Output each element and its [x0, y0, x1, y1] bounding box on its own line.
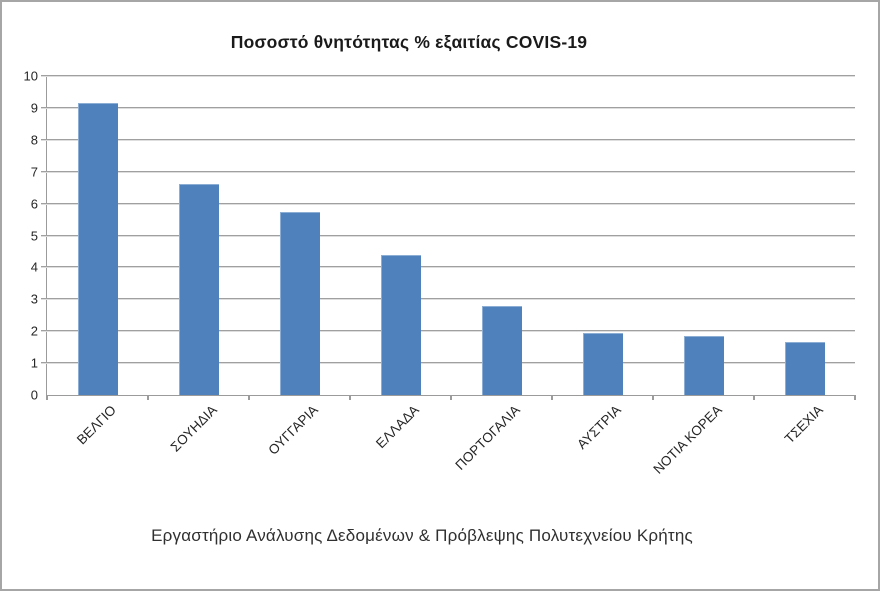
bar-slot	[754, 76, 855, 395]
x-axis-tick	[450, 395, 452, 400]
y-axis-labels: 0 1 2 3 4 5 6 7 8 9 10	[2, 70, 38, 402]
x-axis-tick	[349, 395, 351, 400]
bar-ΣΟΥΗΔΙΑ	[178, 184, 219, 395]
y-axis-tick-label: 3	[30, 291, 38, 307]
x-axis-tick	[46, 395, 48, 400]
x-axis-tick	[248, 395, 250, 400]
x-axis-label-ΣΟΥΗΔΙΑ: ΣΟΥΗΔΙΑ	[167, 402, 220, 455]
bar-slot	[451, 76, 552, 395]
x-axis-label-ΕΛΛΑΔΑ: ΕΛΛΑΔΑ	[372, 402, 422, 452]
plot-area	[41, 75, 856, 400]
x-axis-label-ΟΥΓΓΑΡΙΑ: ΟΥΓΓΑΡΙΑ	[264, 402, 321, 458]
x-axis-label-ΝΟΤΙΑ ΚΟΡΕΑ: ΝΟΤΙΑ ΚΟΡΕΑ	[649, 402, 725, 477]
bar-ΤΣΕΧΙΑ	[784, 342, 825, 395]
bar-slot	[653, 76, 754, 395]
y-axis-tick-label: 0	[30, 387, 38, 403]
x-axis-tick	[652, 395, 654, 400]
x-axis-label-ΒΕΛΓΙΟ: ΒΕΛΓΙΟ	[73, 402, 119, 448]
y-axis-tick-label: 5	[30, 228, 38, 243]
y-axis-tick-label: 10	[23, 68, 38, 84]
y-axis-tick-label: 7	[30, 164, 38, 180]
x-axis-labels: ΒΕΛΓΙΟ ΣΟΥΗΔΙΑ ΟΥΓΓΑΡΙΑ ΕΛΛΑΔΑ ΠΟΡΤΟΓΑΛΙΑ ΑΥΣ…	[46, 402, 854, 503]
bar-slot	[552, 76, 653, 395]
bar-ΠΟΡΤΟΓΑΛΙΑ	[481, 305, 522, 395]
y-axis-tick-label: 8	[30, 132, 38, 148]
y-axis-tick-label: 6	[30, 196, 38, 212]
y-axis-tick-label: 9	[30, 100, 38, 116]
bar-slot	[47, 76, 148, 395]
x-axis-label-ΤΣΕΧΙΑ: ΤΣΕΧΙΑ	[781, 402, 826, 447]
y-axis-tick-label: 4	[30, 259, 38, 275]
bar-slot	[249, 76, 350, 395]
x-axis-tick	[147, 395, 149, 400]
bar-ΟΥΓΓΑΡΙΑ	[279, 211, 320, 395]
x-axis-tick	[551, 395, 553, 400]
bar-ΑΥΣΤΡΙΑ	[582, 332, 623, 395]
x-axis-label-ΠΟΡΤΟΓΑΛΙΑ: ΠΟΡΤΟΓΑΛΙΑ	[451, 402, 523, 473]
x-axis-tick	[753, 395, 755, 400]
bar-ΝΟΤΙΑ ΚΟΡΕΑ	[683, 336, 724, 395]
bar-ΕΛΛΑΔΑ	[380, 254, 421, 395]
x-axis-tick	[854, 395, 856, 400]
y-axis-tick-label: 2	[30, 323, 38, 339]
x-axis-label-ΑΥΣΤΡΙΑ: ΑΥΣΤΡΙΑ	[573, 402, 624, 453]
bar-slot	[350, 76, 451, 395]
chart-caption: Εργαστήριο Ανάλυσης Δεδομένων & Πρόβλεψη…	[151, 526, 693, 545]
bar-slot	[148, 76, 249, 395]
bar-ΒΕΛΓΙΟ	[77, 103, 118, 395]
y-axis-tick-label: 1	[30, 355, 38, 371]
chart-title: Ποσοστό θνητότητας % εξαιτίας COVIS-19	[230, 32, 588, 52]
bars-container	[47, 76, 855, 395]
